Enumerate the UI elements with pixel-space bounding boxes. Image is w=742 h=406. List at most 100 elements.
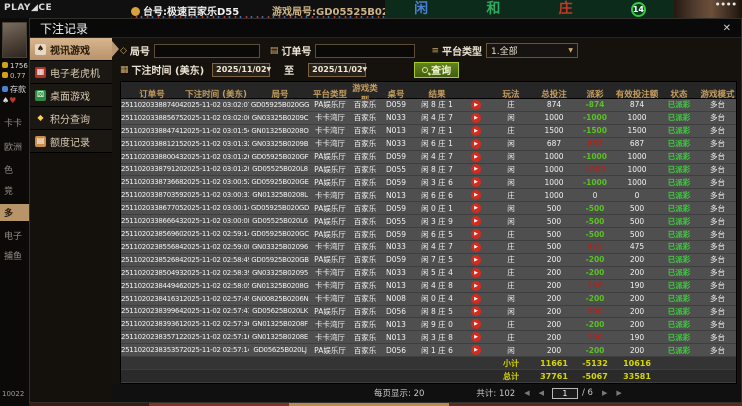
play-video-icon[interactable]: ▶ [471, 241, 481, 252]
table-row[interactable]: 251102023839361 2025-11-02 02:57:36 GN0132… [121, 318, 736, 332]
cell-game-type: 百家乐 [353, 216, 377, 226]
menu-item-1[interactable]: ▦ 电子老虎机 [30, 61, 112, 84]
cell-valid-bet: 1000 [627, 177, 647, 187]
cell-payout: -874 [585, 100, 605, 110]
platform-select[interactable]: 1.全部 ▼ [485, 43, 578, 58]
sidebar-item-jing[interactable]: 竞 [4, 187, 14, 197]
table-row[interactable]: 251102033873668 2025-11-02 03:00:52 GD0592… [121, 176, 736, 190]
play-video-icon[interactable]: ▶ [471, 112, 481, 123]
next-page-icon[interactable]: ▶ [601, 389, 608, 397]
cell-total-bet: 687 [546, 139, 562, 149]
table-row[interactable]: 251102023841631 2025-11-02 02:57:49 GN0082… [121, 292, 736, 306]
table-row[interactable]: 251102023852684 2025-11-02 02:58:49 GD0592… [121, 253, 736, 267]
cell-mode: 多台 [710, 345, 725, 355]
table-row[interactable]: 251102023850493 2025-11-02 02:58:39 GN0332… [121, 266, 736, 280]
cell-bet-side: 庄 [507, 255, 515, 265]
column-header: 派彩 [586, 90, 604, 100]
play-video-icon[interactable]: ▶ [471, 267, 481, 278]
sidebar-item-dianzi[interactable]: 电子 [4, 232, 23, 242]
tag-icon: ◇ [120, 45, 127, 56]
prev-page-icon[interactable]: ◀ [538, 389, 544, 397]
table-row[interactable]: 251102033879120 2025-11-02 03:01:20 GD0552… [121, 163, 736, 177]
cell-total-bet: 500 [546, 229, 562, 239]
cell-status: 已派彩 [667, 229, 691, 239]
cell-round: GN03325B02095 [251, 268, 309, 277]
grandtotal-row: 总计 37761 -5067 33581 [121, 370, 736, 383]
play-video-icon[interactable]: ▶ [471, 151, 481, 162]
menu-item-0[interactable]: ♠ 视讯游戏 [30, 38, 119, 61]
table-row[interactable]: 251102023839964 2025-11-02 02:57:41 GD0562… [121, 305, 736, 319]
table-row[interactable]: 251102023835357 2025-11-02 02:57:14 GD0562… [121, 344, 736, 358]
sidebar-item-kaka[interactable]: 卡卡 [4, 119, 23, 129]
play-video-icon[interactable]: ▶ [471, 177, 481, 188]
bet-tie-button[interactable]: 和 [486, 1, 501, 17]
play-video-icon[interactable]: ▶ [471, 190, 481, 201]
cell-total-bet: 1000 [544, 152, 564, 162]
page-input[interactable]: 1 [551, 387, 578, 399]
play-video-icon[interactable]: ▶ [471, 280, 481, 291]
date-to-picker[interactable]: 2025/11/02 ▼ [308, 62, 368, 77]
play-video-icon[interactable]: ▶ [471, 125, 481, 136]
table-row[interactable]: 251102033867705 2025-11-02 03:00:14 GD0592… [121, 202, 736, 216]
menu-item-2[interactable]: ⚄ 桌面游戏 [30, 84, 112, 107]
table-row[interactable]: 251102023856960 2025-11-02 02:59:14 GD0592… [121, 228, 736, 241]
play-video-icon[interactable]: ▶ [471, 345, 481, 356]
play-video-icon[interactable]: ▶ [471, 254, 481, 265]
menu-item-4[interactable]: ▤ 额度记录 [30, 130, 112, 153]
last-page-icon[interactable]: ▶ [616, 389, 622, 397]
play-video-icon[interactable]: ▶ [471, 293, 481, 304]
cell-round: GD05925B020GE [251, 178, 309, 187]
play-video-icon[interactable]: ▶ [471, 306, 481, 317]
game-round-label: 游戏局号:GD05525B020LB [272, 3, 410, 18]
play-video-icon[interactable]: ▶ [471, 229, 481, 240]
bet-banker-button[interactable]: 庄 [558, 1, 573, 17]
cell-time: 2025-11-02 02:57:36 [183, 320, 249, 329]
first-page-icon[interactable]: ◀ [524, 389, 530, 397]
play-video-icon[interactable]: ▶ [471, 99, 481, 110]
table-row[interactable]: 251102033884741 2025-11-02 03:01:54 GN0132… [121, 124, 736, 138]
bet-panel: 闲 和 庄 14 [385, 0, 675, 18]
bet-player-button[interactable]: 闲 [414, 1, 429, 17]
menu-item-3[interactable]: ◆ 积分查询 [30, 107, 112, 130]
cell-mode: 多台 [710, 139, 725, 149]
table-row[interactable]: 251102033866643 2025-11-02 03:00:08 GD0552… [121, 215, 736, 229]
play-video-icon[interactable]: ▶ [471, 319, 481, 330]
order-input[interactable] [315, 43, 416, 58]
cell-platform: 卡卡湾厅 [315, 268, 345, 278]
cell-payout: -1500 [583, 126, 607, 136]
table-row[interactable]: 251102023855684 2025-11-02 02:59:08 GN0332… [121, 240, 736, 254]
date-from-picker[interactable]: 2025/11/02 ▼ [212, 62, 271, 77]
cell-time: 2025-11-02 03:02:07 [183, 100, 249, 109]
play-video-icon[interactable]: ▶ [471, 216, 481, 227]
credit-row: 0.77 [2, 72, 26, 80]
play-video-icon[interactable]: ▶ [471, 138, 481, 149]
table-row[interactable]: 251102033887404 2025-11-02 03:02:07 GD0592… [121, 99, 736, 112]
table-row[interactable]: 251102033885675 2025-11-02 03:02:00 GN0332… [121, 111, 736, 125]
sidebar-item-duo[interactable]: 多 [0, 204, 29, 221]
cell-order: 251102033867705 [121, 204, 183, 213]
sidebar-item-buyu[interactable]: 捕鱼 [4, 252, 23, 262]
table-row[interactable]: 251102023835712 2025-11-02 02:57:16 GN0132… [121, 331, 736, 345]
cell-mode: 多台 [710, 242, 725, 252]
cell-platform: PA娱乐厅 [314, 216, 346, 226]
play-video-icon[interactable]: ▶ [471, 164, 481, 175]
cell-payout: 190 [587, 332, 603, 342]
table-row[interactable]: 251102033880043 2025-11-02 03:01:26 GD0592… [121, 150, 736, 164]
play-video-icon[interactable]: ▶ [471, 332, 481, 343]
search-button[interactable]: 查询 [414, 61, 460, 78]
table-row[interactable]: 251102033870359 2025-11-02 03:00:33 GN0132… [121, 189, 736, 203]
sidebar-item-europe[interactable]: 欧洲 [4, 143, 23, 153]
round-input[interactable] [153, 43, 260, 58]
sidebar-item-se[interactable]: 色 [4, 166, 14, 176]
table-row[interactable]: 251102023844946 2025-11-02 02:58:05 GN0132… [121, 279, 736, 293]
cell-result: 闲 4 庄 7 [421, 242, 453, 252]
play-video-icon[interactable]: ▶ [471, 203, 481, 214]
cell-payout: 687 [587, 139, 603, 149]
close-icon[interactable]: ✕ [722, 22, 731, 34]
table-row[interactable]: 251102033881215 2025-11-02 03:01:32 GN0332… [121, 137, 736, 151]
deposit-button[interactable]: 存款 [2, 84, 26, 95]
dialog-menu: ♠ 视讯游戏 ▦ 电子老虎机 ⚄ 桌面游戏 ◆ 积分查询 ▤ 额度记录 [30, 38, 119, 402]
avatar[interactable] [2, 22, 27, 58]
chevron-down-icon: ▼ [362, 66, 368, 73]
